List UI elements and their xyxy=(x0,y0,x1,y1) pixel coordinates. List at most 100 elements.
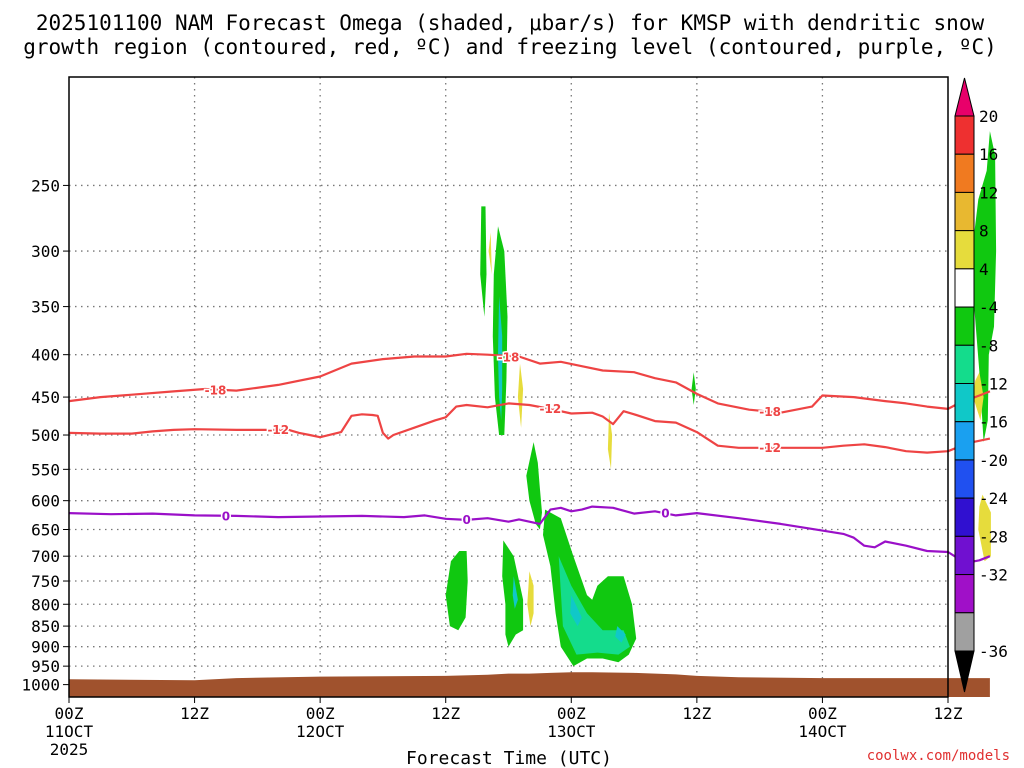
plot-frame xyxy=(68,76,949,698)
omega-blob xyxy=(978,494,991,562)
omega-blob xyxy=(527,571,534,627)
y-tick-label: 700 xyxy=(31,547,60,566)
omega-blob xyxy=(512,576,518,609)
terrain-fill xyxy=(69,672,990,697)
terrain xyxy=(69,672,990,697)
colorbar-label: -20 xyxy=(979,451,1008,470)
x-tick-label: 12Z xyxy=(431,704,460,723)
colorbar-label: 4 xyxy=(979,260,989,279)
y-tick-label: 650 xyxy=(31,520,60,539)
x-tick-label: 2025 xyxy=(50,740,89,759)
contour-labels: -18 -18 -18 -12 -12 -12 0 0 0 xyxy=(203,349,782,529)
x-tick-label: 14OCT xyxy=(798,722,847,741)
colorbar-label: 16 xyxy=(979,145,998,164)
x-tick-label: 00Z xyxy=(306,704,335,723)
colorbar-label: 8 xyxy=(979,222,989,241)
x-tick-label: 11OCT xyxy=(45,722,94,741)
omega-blob xyxy=(498,296,503,421)
colorbar-segment xyxy=(954,459,975,499)
x-tick-label: 12Z xyxy=(682,704,711,723)
colorbar-segment xyxy=(954,612,975,652)
colorbar-arrow-bottom xyxy=(954,650,975,693)
contour-label: 0 xyxy=(462,513,470,527)
colorbar-segment xyxy=(954,191,975,232)
y-tick-label: 1000 xyxy=(21,676,60,695)
x-tick-label: 00Z xyxy=(55,704,84,723)
omega-blob xyxy=(615,626,626,643)
omega-blob xyxy=(607,412,613,470)
colorbar-label: -12 xyxy=(979,375,1008,394)
y-tick-label: 800 xyxy=(31,595,60,614)
freezing-level-contour xyxy=(68,505,991,564)
x-tick-label: 00Z xyxy=(808,704,837,723)
contour-label: -12 xyxy=(759,441,781,455)
y-tick-label: 450 xyxy=(31,388,60,407)
credit-link[interactable]: coolwx.com/models xyxy=(867,748,1010,764)
chart-title-line-1: 2025101100 NAM Forecast Omega (shaded, μ… xyxy=(36,11,985,35)
y-tick-label: 300 xyxy=(31,242,60,261)
dgz-upper-contour xyxy=(68,352,991,414)
y-axis: 250 300 350 400 450 500 550 600 650 700 750 800 850 9… xyxy=(21,176,69,695)
y-tick-label: 950 xyxy=(31,657,60,676)
contour-label: 0 xyxy=(222,510,230,524)
omega-blob xyxy=(480,206,487,317)
contours xyxy=(68,352,991,564)
colorbar-label: -36 xyxy=(979,642,1008,661)
colorbar-label: -32 xyxy=(979,566,1008,585)
y-tick-label: 750 xyxy=(31,572,60,591)
omega-blob xyxy=(526,442,542,530)
y-tick-label: 550 xyxy=(31,460,60,479)
y-tick-label: 350 xyxy=(31,298,60,317)
colorbar-segment xyxy=(954,344,975,384)
y-tick-label: 250 xyxy=(31,176,60,195)
colorbar-segment xyxy=(954,383,975,423)
omega-blob xyxy=(691,372,696,405)
x-tick-label: 12Z xyxy=(180,704,209,723)
contour-label: -12 xyxy=(267,423,289,437)
contour-label: -18 xyxy=(498,350,520,364)
x-axis-label: Forecast Time (UTC) xyxy=(406,748,612,768)
contour-label: 0 xyxy=(661,507,669,521)
colorbar-segment xyxy=(954,153,975,193)
colorbar-segment xyxy=(954,230,975,270)
y-tick-label: 900 xyxy=(31,638,60,657)
omega-blob xyxy=(488,232,492,275)
omega-blob xyxy=(558,556,630,655)
y-tick-label: 500 xyxy=(31,426,60,445)
colorbar-segment xyxy=(954,268,975,308)
omega-blob xyxy=(570,595,582,627)
omega-shading xyxy=(445,131,997,667)
colorbar-label: 12 xyxy=(979,183,998,202)
colorbar-arrow-top xyxy=(954,77,975,117)
chart-title-line-2: growth region (contoured, red, ºC) and f… xyxy=(23,35,997,59)
y-tick-label: 850 xyxy=(31,617,60,636)
colorbar-label: 20 xyxy=(979,107,998,126)
y-tick-label: 600 xyxy=(31,492,60,511)
colorbar-segment xyxy=(954,535,975,576)
colorbar-segment xyxy=(954,497,975,537)
x-tick-label: 13OCT xyxy=(547,722,596,741)
colorbar-segment xyxy=(954,574,975,614)
contour-label: -12 xyxy=(540,402,562,416)
colorbar-label: -28 xyxy=(979,527,1008,546)
colorbar: 20 16 12 8 4 -4 -8 -12 -16 -20 -24 -28 -32 -36 xyxy=(954,77,1008,693)
colorbar-segment xyxy=(954,306,975,346)
omega-blob xyxy=(445,551,468,631)
x-tick-label: 00Z xyxy=(557,704,586,723)
x-tick-label: 12Z xyxy=(934,704,963,723)
omega-blob xyxy=(502,540,524,647)
colorbar-label: -24 xyxy=(979,489,1008,508)
colorbar-label: -4 xyxy=(979,298,998,317)
colorbar-segment xyxy=(954,115,975,155)
contour-label: -18 xyxy=(759,405,781,419)
colorbar-segment xyxy=(954,421,975,461)
omega-blob xyxy=(517,363,524,428)
colorbar-label: -8 xyxy=(979,336,998,355)
colorbar-label: -16 xyxy=(979,413,1008,432)
x-tick-label: 12OCT xyxy=(296,722,345,741)
omega-blob xyxy=(972,131,997,443)
dgz-lower-contour xyxy=(68,402,991,454)
contour-label: -18 xyxy=(205,384,227,398)
